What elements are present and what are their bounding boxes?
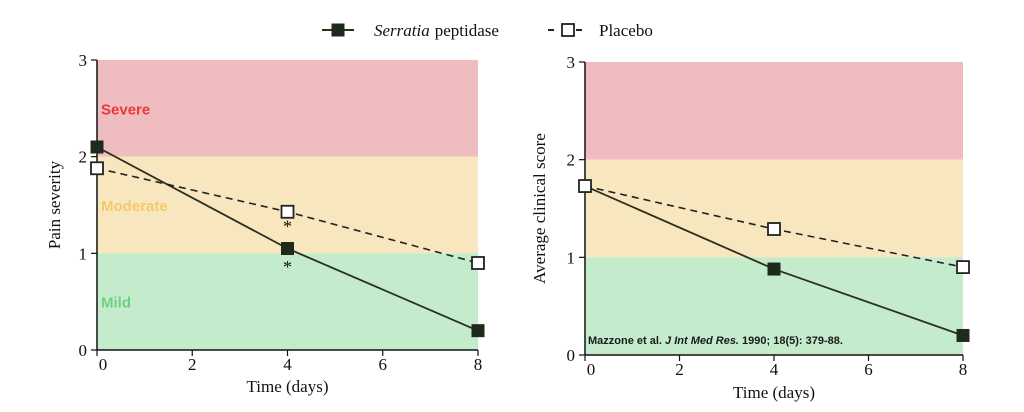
x-tick-label: 4: [770, 360, 779, 379]
tick-labels: 0 1 2 3 0 2 4 6 8: [79, 51, 483, 374]
placebo-point: [471, 256, 485, 270]
y-tick-label: 3: [79, 51, 88, 70]
band-severe: [585, 62, 963, 160]
x-tick-label: 4: [283, 355, 292, 374]
significance-asterisk: *: [283, 257, 292, 277]
serratia-point: [90, 140, 104, 154]
y-axis-label: Average clinical score: [530, 133, 549, 284]
y-tick-label: 2: [79, 148, 88, 167]
band-moderate: [585, 159, 963, 258]
x-axis-label: Time (days): [733, 383, 815, 402]
x-tick-label: 2: [675, 360, 684, 379]
x-tick-label: 2: [188, 355, 197, 374]
citation-note: Mazzone et al. J Int Med Res. 1990; 18(5…: [588, 335, 843, 347]
x-axis-label: Time (days): [246, 377, 328, 396]
axes: [91, 59, 479, 356]
serratia-point: [471, 324, 485, 338]
serratia-point: [956, 328, 970, 342]
placebo-point: [578, 179, 592, 193]
severity-band-labels: Severe Moderate Mild: [101, 101, 168, 311]
annotations: **: [283, 216, 292, 277]
band-mild: [97, 253, 478, 350]
placebo-point: [90, 161, 104, 176]
placebo-point: [280, 204, 295, 219]
legend: Serratia peptidase Placebo: [322, 21, 653, 40]
band-label-mild: Mild: [101, 295, 131, 312]
band-severe: [97, 60, 478, 157]
y-tick-label: 1: [79, 244, 88, 263]
severity-bands: [585, 62, 963, 355]
axes: [579, 61, 964, 361]
legend-placebo-marker: [561, 23, 575, 37]
x-tick-label: 6: [379, 355, 388, 374]
y-tick-label: 2: [567, 151, 576, 170]
serratia-point: [281, 242, 294, 255]
serratia-point: [767, 262, 781, 276]
y-tick-label: 0: [79, 341, 88, 360]
legend-placebo-label: Placebo: [599, 21, 653, 40]
placebo-point: [956, 260, 970, 275]
series: [578, 179, 970, 342]
band-label-severe: Severe: [101, 101, 150, 118]
significance-asterisk: *: [283, 216, 292, 236]
legend-serratia-label: Serratia peptidase: [374, 21, 499, 40]
x-tick-label: 8: [959, 360, 968, 379]
legend-serratia-marker: [331, 23, 345, 37]
x-tick-label: 6: [864, 360, 873, 379]
band-label-moderate: Moderate: [101, 198, 168, 215]
y-axis-label: Pain severity: [45, 160, 64, 249]
chart-panel-clinical-score: 0 1 2 3 0 2 4 6 8 Mazzone et al. J Int Med Res. …: [530, 53, 970, 402]
tick-labels: 0 1 2 3 0 2 4 6 8: [567, 53, 968, 379]
series: [90, 140, 485, 338]
placebo-point: [767, 222, 781, 236]
x-tick-label: 0: [99, 355, 108, 374]
y-tick-label: 0: [567, 346, 576, 365]
x-tick-label: 0: [587, 360, 596, 379]
y-tick-label: 3: [567, 53, 576, 72]
y-tick-label: 1: [567, 248, 576, 267]
x-tick-label: 8: [474, 355, 483, 374]
